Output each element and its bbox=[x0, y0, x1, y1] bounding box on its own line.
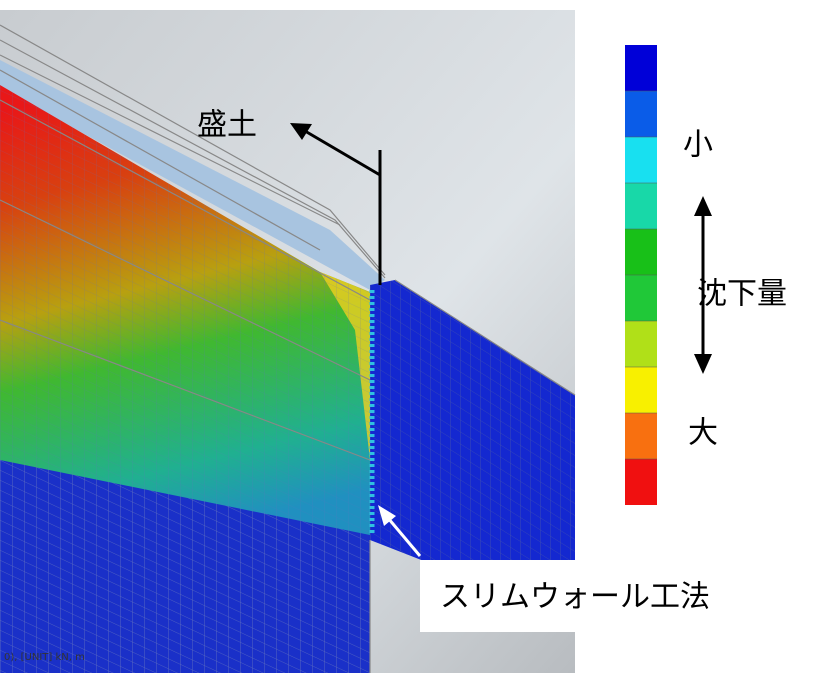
label-small: 小 bbox=[683, 128, 713, 163]
unit-note: 0), [UNIT] kN, m bbox=[4, 652, 85, 663]
settlement-arrow bbox=[694, 196, 712, 374]
embankment-pointer bbox=[290, 123, 382, 285]
label-settlement: 沈下量 bbox=[697, 277, 787, 312]
method-label-box bbox=[420, 560, 800, 632]
label-embankment: 盛土 bbox=[197, 108, 257, 143]
simulation-view: 0), [UNIT] kN, m bbox=[0, 10, 576, 673]
label-method: スリムウォール工法 bbox=[440, 580, 710, 615]
legend bbox=[620, 40, 662, 518]
label-large: 大 bbox=[688, 416, 718, 451]
method-pointer bbox=[378, 505, 422, 557]
